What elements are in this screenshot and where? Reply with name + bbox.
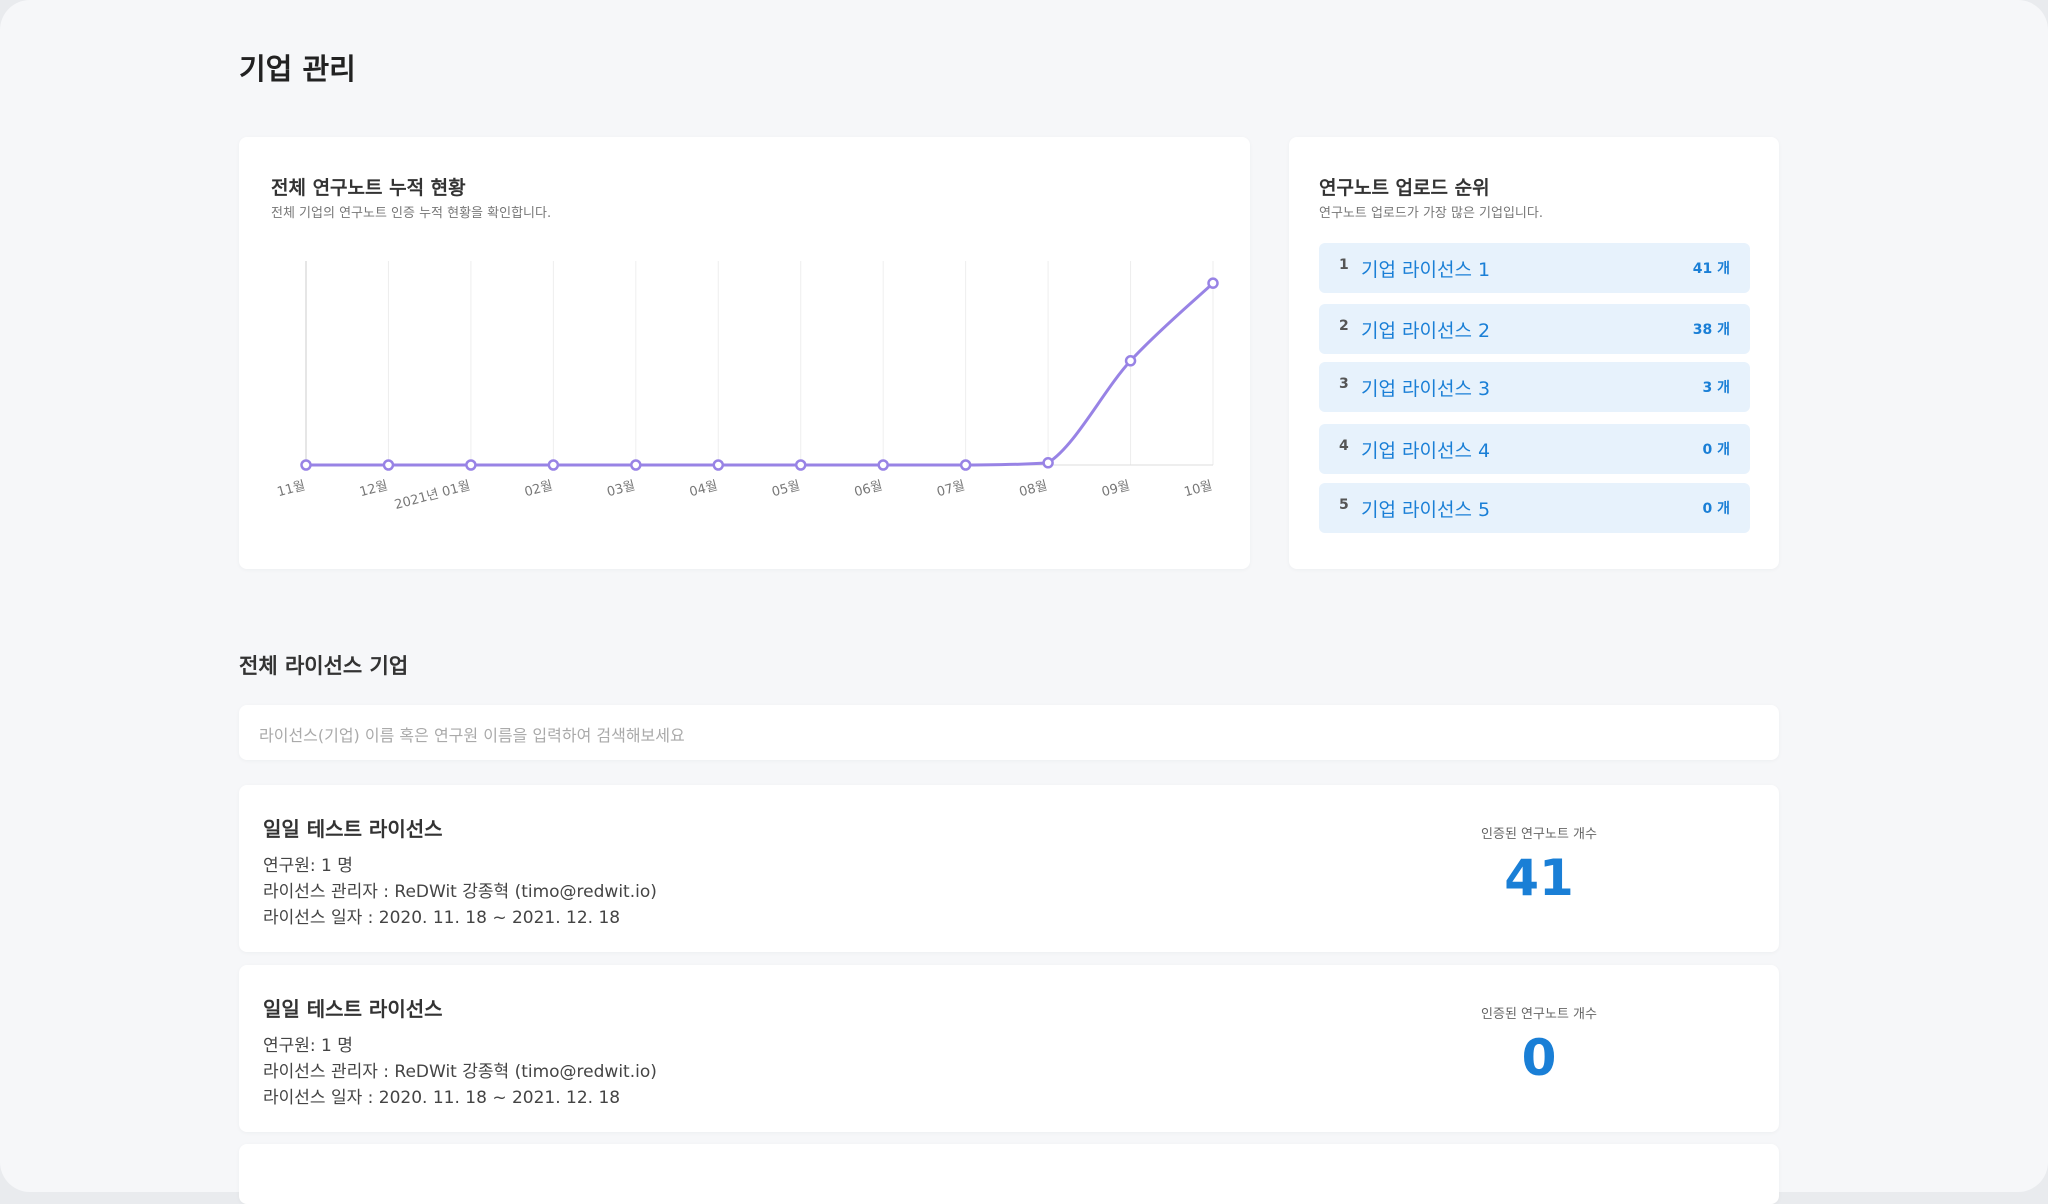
- rank: 4: [1339, 438, 1349, 454]
- license-card[interactable]: [239, 1144, 1779, 1204]
- point: [547, 459, 560, 471]
- x-tick-label: 12월: [358, 478, 389, 500]
- upload-count: 38 개: [1692, 322, 1730, 338]
- company-name: 기업 라이선스 3: [1361, 378, 1491, 400]
- researchers: 연구원: 1 명: [263, 856, 353, 876]
- rank: 2: [1339, 318, 1349, 334]
- x-tick-label: 07월: [935, 478, 966, 500]
- upload-count: 41 개: [1692, 261, 1730, 277]
- company-name: 기업 라이선스 2: [1361, 320, 1491, 342]
- count-label: 인증된 연구노트 개수: [1481, 1007, 1597, 1022]
- card-subtitle: 연구노트 업로드가 가장 많은 기업입니다.: [1319, 206, 1543, 221]
- ranking-item[interactable]: 1 기업 라이선스 1 41 개: [1319, 243, 1750, 293]
- point: [1042, 457, 1054, 469]
- point: [1207, 277, 1219, 289]
- card-title: 연구노트 업로드 순위: [1319, 177, 1490, 199]
- search-placeholder: 라이선스(기업) 이름 혹은 연구원 이름을 입력하여 검색해보세요: [259, 726, 685, 745]
- page-title: 기업 관리: [239, 52, 356, 86]
- point: [1124, 355, 1137, 367]
- point: [959, 459, 972, 471]
- license-name: 일일 테스트 라이선스: [263, 997, 443, 1021]
- company-name: 기업 라이선스 5: [1361, 499, 1491, 521]
- company-name: 기업 라이선스 4: [1361, 440, 1491, 462]
- card-subtitle: 전체 기업의 연구노트 인증 누적 현황을 확인합니다.: [271, 206, 552, 221]
- x-tick-label: 05월: [770, 478, 801, 500]
- x-tick-label: 02월: [523, 478, 554, 500]
- point: [877, 459, 889, 471]
- note-count: 0: [1521, 1029, 1557, 1087]
- point: [382, 459, 395, 471]
- ranking-item[interactable]: 2 기업 라이선스 2 38 개: [1319, 304, 1750, 354]
- upload-count: 0 개: [1702, 501, 1731, 517]
- note-count: 41: [1504, 849, 1574, 907]
- period: 라이선스 일자 : 2020. 11. 18 ~ 2021. 12. 18: [263, 908, 621, 928]
- x-tick-label: 08월: [1018, 478, 1049, 500]
- count-label: 인증된 연구노트 개수: [1481, 827, 1597, 842]
- point: [794, 459, 807, 471]
- manager: 라이선스 관리자 : ReDWit 강종혁 (timo@redwit.io): [263, 882, 657, 902]
- ranking-item[interactable]: 5 기업 라이선스 5 0 개: [1319, 483, 1750, 533]
- card-title: 전체 연구노트 누적 현황: [271, 177, 466, 199]
- x-tick-label: 03월: [605, 478, 636, 500]
- point: [712, 459, 725, 471]
- x-tick-label: 06월: [853, 478, 884, 500]
- search-box[interactable]: 라이선스(기업) 이름 혹은 연구원 이름을 입력하여 검색해보세요: [239, 705, 1779, 760]
- researchers: 연구원: 1 명: [263, 1036, 353, 1056]
- point: [465, 459, 477, 471]
- point: [630, 459, 642, 471]
- chart-card: 전체 연구노트 누적 현황 전체 기업의 연구노트 인증 누적 현황을 확인합니…: [239, 137, 1250, 569]
- upload-count: 3 개: [1702, 380, 1731, 396]
- company-name: 기업 라이선스 1: [1361, 259, 1491, 281]
- x-tick-label: 2021년 01월: [393, 478, 472, 513]
- rank: 1: [1339, 257, 1349, 273]
- ranking-item[interactable]: 3 기업 라이선스 3 3 개: [1319, 362, 1750, 412]
- manager: 라이선스 관리자 : ReDWit 강종혁 (timo@redwit.io): [263, 1062, 657, 1082]
- period: 라이선스 일자 : 2020. 11. 18 ~ 2021. 12. 18: [263, 1088, 621, 1108]
- x-tick-label: 10월: [1183, 478, 1214, 500]
- x-tick-label: 11월: [276, 478, 307, 500]
- rank: 3: [1339, 376, 1349, 392]
- x-tick-label: 04월: [688, 478, 719, 500]
- license-name: 일일 테스트 라이선스: [263, 817, 443, 841]
- point: [300, 459, 312, 471]
- ranking-item[interactable]: 4 기업 라이선스 4 0 개: [1319, 424, 1750, 474]
- section-title: 전체 라이선스 기업: [239, 654, 409, 678]
- line: [306, 282, 1215, 467]
- x-tick-label: 09월: [1100, 478, 1131, 500]
- upload-count: 0 개: [1702, 442, 1731, 458]
- rank: 5: [1339, 497, 1349, 513]
